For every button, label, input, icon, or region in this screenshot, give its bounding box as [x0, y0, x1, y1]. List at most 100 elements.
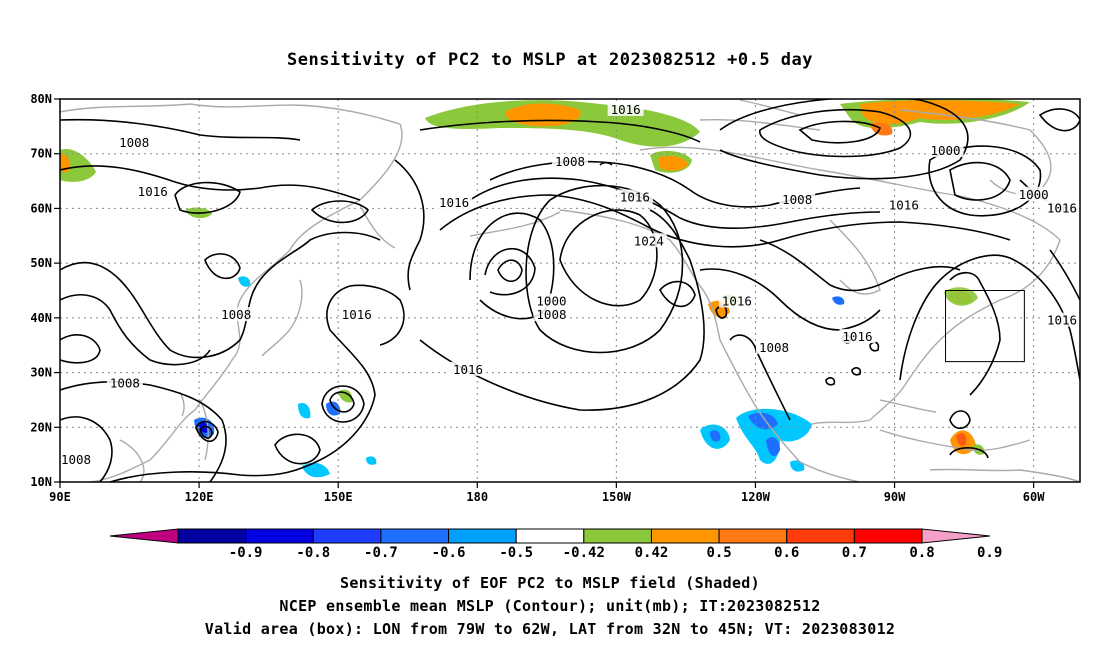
isobar-label-bg	[552, 153, 588, 168]
isobar-label-bg	[607, 101, 644, 116]
isobar-label: 1016	[138, 184, 168, 199]
isobar-label-bg	[58, 452, 94, 467]
lon-label: 90E	[49, 490, 71, 504]
isobar-label-bg	[450, 361, 486, 376]
isobar-pacific-typhoon	[329, 391, 355, 413]
caption-valid-area: Valid area (box): LON from 79W to 62W, L…	[204, 620, 896, 638]
lat-label: 50N	[30, 256, 52, 270]
colorbar-segment	[515, 528, 585, 544]
isobar-na-1016-2	[759, 239, 961, 292]
isobar-label: 1000	[536, 293, 566, 308]
isobar-kamchatka-ring	[310, 200, 369, 224]
shade-positive-arctic-core	[860, 100, 1020, 125]
colorbar-segment	[380, 528, 450, 544]
shade-negative-mexico-core2	[766, 437, 780, 456]
isobar-na-1016	[699, 268, 881, 331]
colorbar-segment	[245, 528, 314, 544]
isobar-iceland	[1038, 108, 1080, 132]
isobar-atlantic-1016	[899, 254, 1080, 381]
isobar-label-bg	[533, 307, 570, 322]
isobar-pacific-typhoon2	[321, 385, 365, 423]
lat-label: 30N	[30, 366, 52, 380]
lon-label: 120E	[185, 490, 214, 504]
isobar-west-low	[60, 334, 101, 364]
isobar-north-1016-2	[439, 194, 1011, 248]
coast-arctic-islands	[699, 99, 821, 131]
coast-borneo	[119, 439, 145, 482]
isobar-label-bg	[1015, 186, 1052, 201]
shade-negative-pacific-3	[302, 462, 330, 478]
isobar-caribbean-low	[949, 410, 971, 430]
isobar-south-china-1008	[60, 380, 227, 482]
coast-caribbean	[879, 429, 1031, 452]
lon-label: 150E	[324, 490, 353, 504]
coast-alaska	[559, 209, 701, 287]
isobar-label-bg	[338, 307, 375, 322]
isobar-north-1008-2	[469, 177, 881, 230]
caption-shading: Sensitivity of EOF PC2 to MSLP field (Sh…	[340, 574, 760, 592]
isobar-japan-ring	[204, 253, 241, 280]
isobar-label: 1016	[722, 293, 752, 308]
isobar-label: 1008	[782, 192, 812, 207]
colorbar-label: 0.9	[977, 545, 1002, 561]
colorbar-high-arrow	[921, 528, 991, 544]
colorbar-label: -0.8	[296, 545, 330, 561]
colorbar-label: -0.42	[563, 545, 605, 561]
isobar-siberia-ring	[174, 181, 241, 214]
isobar-east-1016	[1049, 249, 1080, 301]
coast-cuba	[879, 399, 937, 413]
isobar-central-pacific-1016	[419, 209, 705, 411]
coast-gulf	[811, 419, 871, 425]
isobar-arctic-1000	[759, 108, 912, 158]
valid-area-box	[945, 290, 1025, 363]
isobar-ne-asia-1008	[60, 118, 301, 141]
isobar-label-bg	[616, 189, 653, 204]
isobar-bering-1016	[394, 159, 425, 291]
isobar-gulf-alaska	[659, 280, 696, 308]
isobar-label-bg	[927, 142, 964, 157]
isobar-greenland-1000	[949, 161, 1011, 201]
colorbar-label: -0.7	[364, 545, 398, 561]
isobar-label-bg	[630, 233, 667, 248]
coast-na-east	[869, 239, 1061, 421]
mslp-contours	[60, 99, 1080, 482]
isobar-label: 1016	[453, 362, 483, 377]
lon-label: 90W	[884, 490, 906, 504]
coast-asia-north	[60, 103, 401, 125]
lat-label: 60N	[30, 201, 52, 215]
coast-taiwan	[179, 391, 185, 417]
shade-negative-pacific-2	[326, 401, 341, 416]
isobar-label: 1008	[119, 135, 149, 150]
isobar-label-bg	[756, 339, 792, 354]
coast-aleutians	[469, 211, 561, 237]
isobar-label: 1008	[536, 307, 566, 322]
colorbar-segment	[650, 528, 720, 544]
isobar-label: 1008	[759, 340, 789, 355]
isobar-label-bg	[1044, 200, 1080, 215]
lat-label: 70N	[30, 147, 52, 161]
sensitivity-shading	[60, 99, 1030, 478]
colorbar-segment	[786, 528, 855, 544]
isobar-label-bg	[218, 307, 255, 322]
isobar-label: 1000	[930, 143, 960, 158]
isobar-aleutian-low-1008	[484, 248, 536, 296]
isobar-label: 1008	[221, 307, 251, 322]
colorbar-label: -0.5	[499, 545, 533, 561]
isobar-atlantic-low	[949, 271, 1001, 396]
isobar-siberia-1016	[60, 165, 361, 201]
lon-label: 180	[466, 490, 488, 504]
colorbar-label: 0.7	[842, 545, 867, 561]
isobar-philippines-low	[195, 420, 219, 443]
isobar-label: 1000	[1019, 187, 1049, 202]
coast-philippines	[199, 399, 209, 461]
colorbar-segment	[312, 528, 382, 544]
isobar-label-bg	[134, 184, 171, 199]
coast-greenland	[899, 109, 1052, 195]
shade-positive-blob-core	[658, 156, 688, 171]
lat-label: 10N	[30, 475, 52, 489]
shade-positive-caribbean-core	[956, 433, 967, 446]
shade-negative-atlantic	[832, 296, 845, 305]
colorbar: -0.9 -0.8 -0.7 -0.6 -0.5 -0.42 0.42 0.5 0.6 0.7 0.…	[109, 528, 1002, 561]
coast-south-america	[929, 468, 1080, 482]
